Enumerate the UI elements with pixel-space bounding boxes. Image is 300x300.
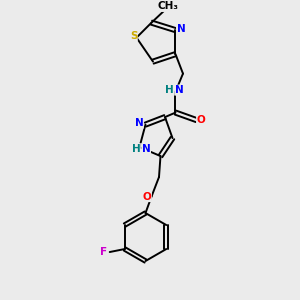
Text: F: F — [100, 247, 107, 257]
Text: N: N — [134, 118, 143, 128]
Text: N: N — [176, 24, 185, 34]
Text: H: H — [131, 144, 140, 154]
Text: N: N — [142, 144, 151, 154]
Text: CH₃: CH₃ — [158, 2, 178, 11]
Text: N: N — [175, 85, 184, 95]
Text: H: H — [164, 85, 173, 95]
Text: O: O — [142, 192, 152, 202]
Text: O: O — [196, 115, 205, 125]
Text: S: S — [130, 31, 137, 41]
